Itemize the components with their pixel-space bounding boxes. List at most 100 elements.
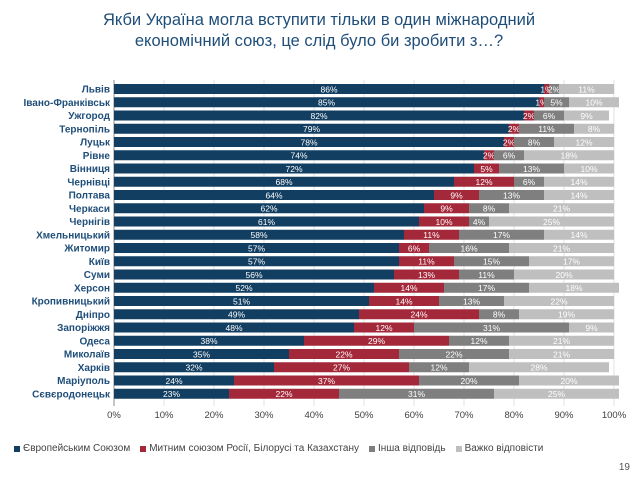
bar-value-label: 19% — [558, 310, 575, 320]
legend-item-eu: Європейським Союзом — [14, 443, 130, 454]
bar-value-label: 2% — [508, 124, 521, 134]
bar-value-label: 15% — [483, 257, 500, 267]
category-label: Одеса — [79, 336, 110, 347]
bar-value-label: 27% — [333, 363, 350, 373]
bar-segment-eu — [114, 216, 419, 227]
category-label: Тернопіль — [59, 124, 110, 135]
bar-segment-other — [459, 229, 544, 240]
bar-value-label: 12% — [575, 137, 592, 147]
x-tick-label: 60% — [404, 410, 424, 421]
bar-value-label: 2% — [503, 137, 516, 147]
bar-value-label: 74% — [290, 151, 307, 161]
bar-value-label: 17% — [493, 230, 510, 240]
bar-segment-eu — [114, 256, 399, 267]
bar-segment-eu — [114, 296, 369, 306]
bar-segment-eu — [114, 349, 289, 359]
bar-segment-customs — [234, 375, 419, 386]
bar-segment-eu — [114, 163, 474, 174]
bar-value-label: 1% — [535, 98, 548, 108]
legend-label: Європейським Союзом — [23, 443, 131, 454]
bar-segment-eu — [114, 123, 509, 134]
legend-swatch — [140, 445, 147, 452]
x-tick-label: 80% — [504, 410, 524, 421]
bar-segment-other — [439, 296, 504, 306]
legend-label: Митним союзом Росії, Білорусі та Казахст… — [149, 443, 359, 454]
bar-segment-other — [414, 322, 569, 333]
bar-segment-eu — [114, 84, 544, 94]
bar-segment-hard — [509, 243, 614, 253]
bar-value-label: 22% — [445, 349, 462, 359]
bar-value-label: 85% — [318, 98, 335, 108]
bar-value-label: 12% — [375, 323, 392, 333]
bar-segment-eu — [114, 309, 359, 320]
bar-segment-customs — [544, 84, 549, 94]
bar-segment-other — [469, 203, 509, 214]
bar-value-label: 8% — [588, 124, 601, 134]
category-label: Ужгород — [68, 111, 110, 122]
bar-segment-other — [534, 110, 564, 121]
bar-segment-hard — [554, 137, 614, 147]
bar-value-label: 6% — [543, 111, 556, 121]
bar-segment-customs — [399, 256, 454, 267]
legend-swatch — [14, 445, 20, 452]
bar-segment-customs — [229, 388, 339, 399]
bar-segment-hard — [544, 176, 614, 187]
bar-segment-eu — [114, 110, 524, 121]
legend-swatch — [368, 445, 375, 452]
bar-value-label: 16% — [460, 243, 477, 253]
bar-segment-customs — [509, 123, 519, 134]
bar-value-label: 24% — [165, 376, 182, 386]
bar-segment-eu — [114, 176, 454, 187]
category-label: Рівне — [83, 151, 111, 162]
bar-value-label: 32% — [185, 363, 202, 373]
bar-segment-hard — [569, 322, 614, 333]
bar-value-label: 14% — [400, 283, 417, 293]
category-label: Київ — [89, 257, 110, 268]
bar-value-label: 18% — [565, 283, 582, 293]
category-label: Кропивницький — [32, 297, 110, 308]
bar-segment-eu — [114, 335, 304, 346]
bar-value-label: 25% — [543, 217, 560, 227]
bar-segment-eu — [114, 375, 234, 386]
bar-segment-customs — [394, 269, 459, 280]
bar-value-label: 86% — [320, 84, 337, 94]
legend-label: Інша відповідь — [377, 443, 446, 454]
bar-value-label: 22% — [275, 389, 292, 399]
chart-title: Якби Україна могла вступити тільки в оди… — [0, 10, 638, 52]
bar-value-label: 11% — [423, 230, 440, 240]
bar-value-label: 20% — [555, 270, 572, 280]
bar-segment-hard — [519, 309, 614, 320]
x-tick-label: 20% — [204, 410, 224, 421]
bar-value-label: 5% — [550, 98, 563, 108]
bar-segment-other — [519, 123, 574, 134]
category-label: Дніпро — [76, 310, 110, 321]
bar-segment-hard — [524, 150, 614, 161]
bar-segment-customs — [304, 335, 449, 346]
bar-value-label: 25% — [548, 389, 565, 399]
bar-value-label: 11% — [538, 124, 555, 134]
bar-segment-customs — [454, 176, 514, 187]
bar-segment-customs — [474, 163, 499, 174]
category-label: Сєвєродонецьк — [32, 389, 111, 400]
page-number: 19 — [618, 462, 630, 473]
bar-value-label: 23% — [163, 389, 180, 399]
bar-value-label: 20% — [460, 376, 477, 386]
bar-value-label: 58% — [250, 230, 267, 240]
category-label: Херсон — [74, 283, 110, 294]
bar-segment-other — [499, 163, 564, 174]
bar-value-label: 2% — [483, 151, 496, 161]
bar-segment-hard — [509, 203, 614, 214]
bar-value-label: 38% — [200, 336, 217, 346]
bar-segment-hard — [514, 269, 614, 280]
x-tick-label: 0% — [107, 410, 121, 421]
bar-value-label: 1% — [540, 84, 553, 94]
category-label: Луцьк — [80, 138, 111, 149]
bar-segment-other — [419, 375, 519, 386]
bar-segment-customs — [504, 137, 514, 147]
bar-segment-customs — [354, 322, 414, 333]
x-tick-label: 70% — [454, 410, 474, 421]
category-label: Миколаїв — [64, 350, 110, 361]
bar-value-label: 29% — [368, 336, 385, 346]
bar-segment-other — [549, 84, 559, 94]
bar-value-label: 10% — [585, 98, 602, 108]
